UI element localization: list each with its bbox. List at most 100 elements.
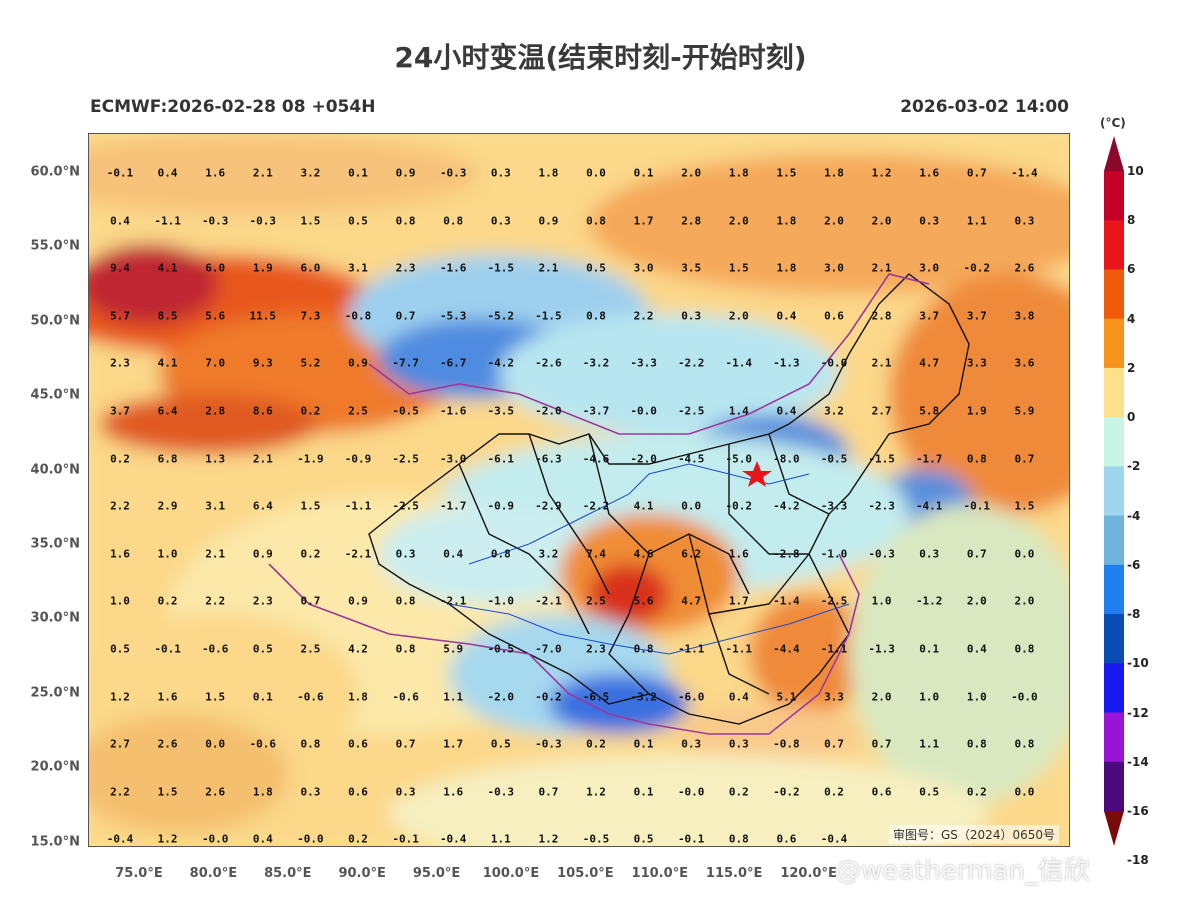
grid-value: -2.1: [439, 594, 467, 608]
grid-value: -1.4: [773, 594, 800, 608]
grid-value: 1.6: [205, 166, 226, 180]
grid-value: -1.9: [297, 452, 324, 466]
grid-value: 2.7: [110, 737, 130, 751]
grid-value: 0.9: [252, 547, 273, 561]
grid-value: 2.5: [348, 404, 368, 418]
grid-value: 0.8: [966, 452, 987, 466]
grid-value: 9.4: [110, 261, 130, 275]
grid-value: 6.4: [157, 404, 178, 418]
grid-value: -2.8: [773, 547, 800, 561]
grid-value: 1.0: [871, 594, 892, 608]
valid-time-label: 2026-03-02 14:00: [900, 97, 1069, 117]
grid-value: 0.1: [633, 785, 654, 799]
grid-value: 1.6: [919, 166, 940, 180]
grid-value: -1.4: [725, 356, 753, 370]
grid-value: 0.5: [633, 832, 654, 846]
grid-value: -6.3: [535, 452, 562, 466]
grid-value: -0.9: [344, 452, 372, 466]
colorbar-top-arrow: [1104, 136, 1124, 171]
grid-value: -2.0: [535, 404, 562, 418]
grid-value: -2.0: [487, 690, 515, 704]
grid-value: -0.6: [201, 642, 229, 656]
grid-value: -6.0: [677, 690, 705, 704]
colorbar-segment: [1104, 318, 1124, 369]
grid-value: 2.8: [871, 309, 892, 323]
grid-value: -0.0: [1011, 690, 1038, 704]
grid-value: -0.1: [154, 642, 181, 656]
colorbar-tick-label: 6: [1127, 262, 1136, 277]
grid-value: 5.6: [633, 594, 654, 608]
grid-value: 2.8: [681, 214, 702, 228]
grid-value: 1.1: [490, 832, 511, 846]
colorbar-tick-label: -2: [1127, 459, 1141, 474]
grid-value: 9.3: [252, 356, 273, 370]
grid-value: 0.5: [252, 642, 273, 656]
grid-value: -0.2: [773, 785, 800, 799]
grid-value: 0.8: [300, 737, 321, 751]
lat-label: 25.0°N: [30, 685, 80, 701]
grid-value: 0.3: [1014, 214, 1035, 228]
grid-value: -0.5: [820, 452, 848, 466]
grid-value: 1.1: [966, 214, 987, 228]
grid-value: -4.5: [677, 452, 705, 466]
grid-value: -1.4: [1011, 166, 1038, 180]
grid-value: -3.5: [487, 404, 515, 418]
grid-value: 1.6: [443, 785, 464, 799]
grid-value: 5.8: [919, 404, 940, 418]
grid-value: 1.2: [538, 832, 559, 846]
grid-value: -3.2: [582, 356, 610, 370]
grid-value: -2.5: [677, 404, 705, 418]
grid-value: 2.1: [252, 452, 273, 466]
grid-value: -1.6: [439, 261, 467, 275]
grid-value: 1.8: [348, 690, 368, 704]
grid-value: 0.4: [110, 214, 130, 228]
lat-label: 30.0°N: [30, 610, 80, 626]
grid-value: 0.0: [681, 499, 702, 513]
grid-value: 2.1: [538, 261, 559, 275]
grid-value: 2.1: [205, 547, 226, 561]
grid-value: -5.0: [725, 452, 753, 466]
grid-value: -0.6: [392, 690, 419, 704]
grid-value: 3.2: [824, 404, 844, 418]
grid-value: 0.2: [728, 785, 749, 799]
grid-value: 0.8: [633, 642, 654, 656]
grid-value: 5.1: [776, 690, 797, 704]
grid-value: 1.0: [110, 594, 130, 608]
grid-value: -0.1: [677, 832, 705, 846]
grid-value: 6.0: [300, 261, 321, 275]
grid-value: -4.2: [487, 356, 515, 370]
grid-value: -0.4: [820, 832, 848, 846]
grid-value: -0.0: [297, 832, 324, 846]
grid-value: 0.5: [919, 785, 940, 799]
grid-value: -0.2: [963, 261, 991, 275]
grid-value: -1.0: [820, 547, 848, 561]
grid-value: 1.5: [157, 785, 178, 799]
grid-value: 0.6: [824, 309, 844, 323]
grid-value: 0.2: [966, 785, 987, 799]
grid-value: 0.8: [966, 737, 987, 751]
lon-label: 100.0°E: [482, 866, 540, 881]
grid-value: -2.1: [535, 594, 562, 608]
colorbar-segment: [1104, 417, 1124, 467]
grid-value: 1.5: [776, 166, 797, 180]
grid-value: -8.0: [773, 452, 800, 466]
lon-label: 80.0°E: [189, 866, 238, 881]
grid-value: 1.7: [728, 594, 749, 608]
grid-value: -1.7: [439, 499, 467, 513]
grid-value: 3.3: [824, 690, 844, 704]
grid-value: 5.9: [443, 642, 464, 656]
grid-value: 1.5: [300, 214, 321, 228]
grid-value: 0.2: [300, 404, 321, 418]
grid-value: 1.5: [300, 499, 321, 513]
grid-value: -1.5: [535, 309, 562, 323]
grid-value: 3.0: [633, 261, 654, 275]
grid-value: -2.2: [582, 499, 610, 513]
grid-value: -2.9: [535, 499, 562, 513]
grid-value: -0.1: [963, 499, 991, 513]
grid-value: 1.5: [728, 261, 749, 275]
grid-value: -3.2: [630, 690, 657, 704]
grid-value: -0.5: [487, 642, 515, 656]
colorbar-tick-label: -12: [1127, 705, 1149, 720]
grid-value: 1.3: [205, 452, 226, 466]
grid-value: 4.7: [681, 594, 702, 608]
